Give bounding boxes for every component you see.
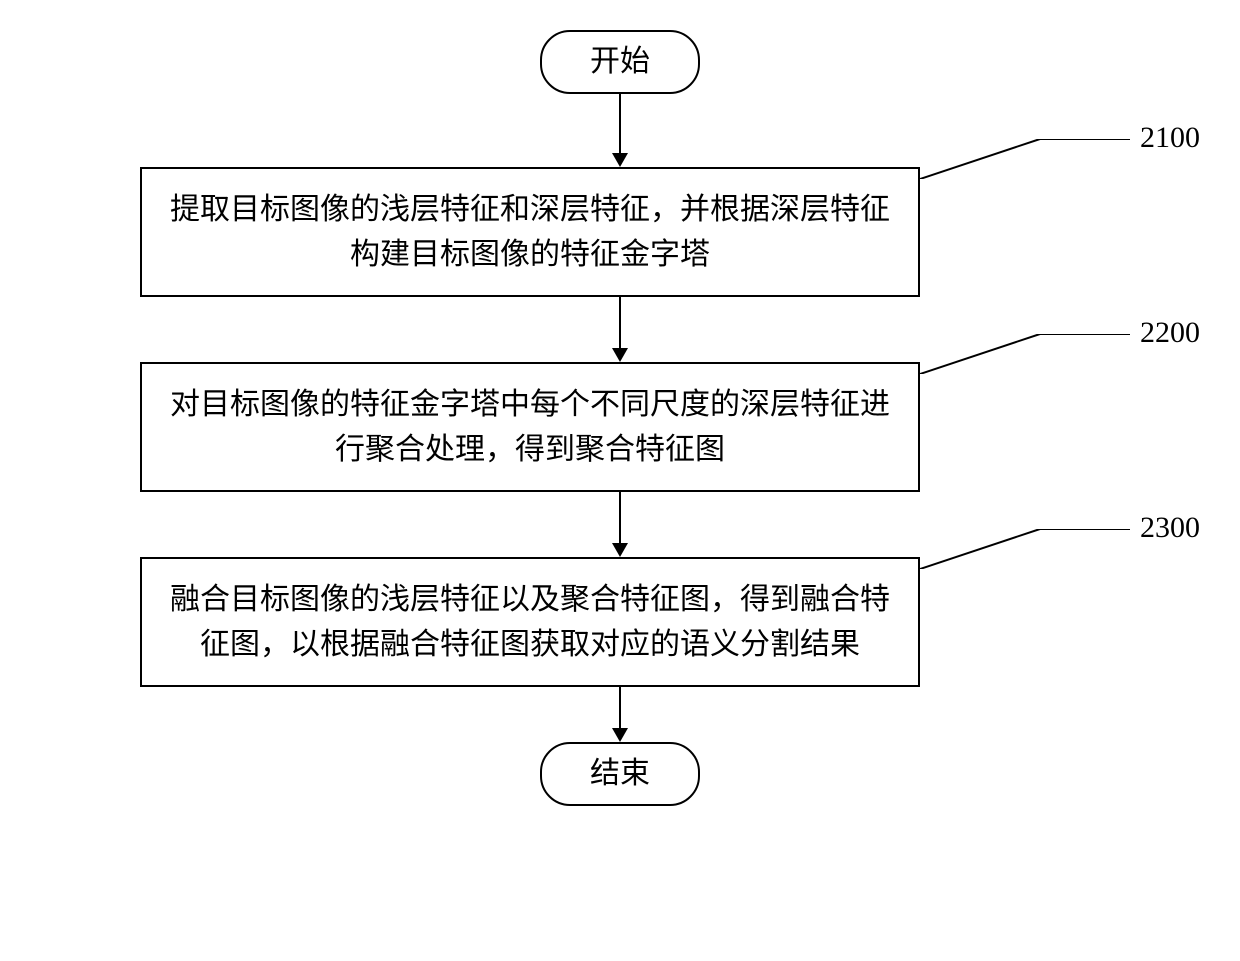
process-2100-text: 提取目标图像的浅层特征和深层特征，并根据深层特征构建目标图像的特征金字塔 (170, 193, 890, 271)
process-2200: 对目标图像的特征金字塔中每个不同尺度的深层特征进行聚合处理，得到聚合特征图 (140, 362, 920, 492)
leader-line-2100 (920, 139, 1160, 179)
step-row-2: 对目标图像的特征金字塔中每个不同尺度的深层特征进行聚合处理，得到聚合特征图 22… (40, 362, 1200, 492)
arrow-head (612, 728, 628, 742)
step-row-3: 融合目标图像的浅层特征以及聚合特征图，得到融合特征图，以根据融合特征图获取对应的… (40, 557, 1200, 687)
arrow-line (619, 687, 621, 729)
arrow-head (612, 153, 628, 167)
process-2300-text: 融合目标图像的浅层特征以及聚合特征图，得到融合特征图，以根据融合特征图获取对应的… (170, 583, 890, 661)
end-text: 结束 (590, 757, 650, 790)
arrow-line (619, 297, 621, 349)
arrow-s1-s2 (612, 297, 628, 362)
process-2200-text: 对目标图像的特征金字塔中每个不同尺度的深层特征进行聚合处理，得到聚合特征图 (170, 388, 890, 466)
start-node: 开始 (540, 30, 700, 94)
arrow-s3-end (612, 687, 628, 742)
end-node: 结束 (540, 742, 700, 806)
leader-line-2300 (920, 529, 1160, 569)
flowchart-container: 开始 提取目标图像的浅层特征和深层特征，并根据深层特征构建目标图像的特征金字塔 … (40, 30, 1200, 806)
step-row-1: 提取目标图像的浅层特征和深层特征，并根据深层特征构建目标图像的特征金字塔 210… (40, 167, 1200, 297)
arrow-line (619, 94, 621, 154)
leader-line-2200 (920, 334, 1160, 374)
arrow-head (612, 543, 628, 557)
process-2300: 融合目标图像的浅层特征以及聚合特征图，得到融合特征图，以根据融合特征图获取对应的… (140, 557, 920, 687)
arrow-start-s1 (612, 94, 628, 167)
arrow-head (612, 348, 628, 362)
arrow-line (619, 492, 621, 544)
arrow-s2-s3 (612, 492, 628, 557)
start-text: 开始 (590, 45, 650, 78)
process-2100: 提取目标图像的浅层特征和深层特征，并根据深层特征构建目标图像的特征金字塔 (140, 167, 920, 297)
step-label-2300: 2300 (1140, 511, 1200, 545)
step-label-2100: 2100 (1140, 121, 1200, 155)
step-label-2200: 2200 (1140, 316, 1200, 350)
